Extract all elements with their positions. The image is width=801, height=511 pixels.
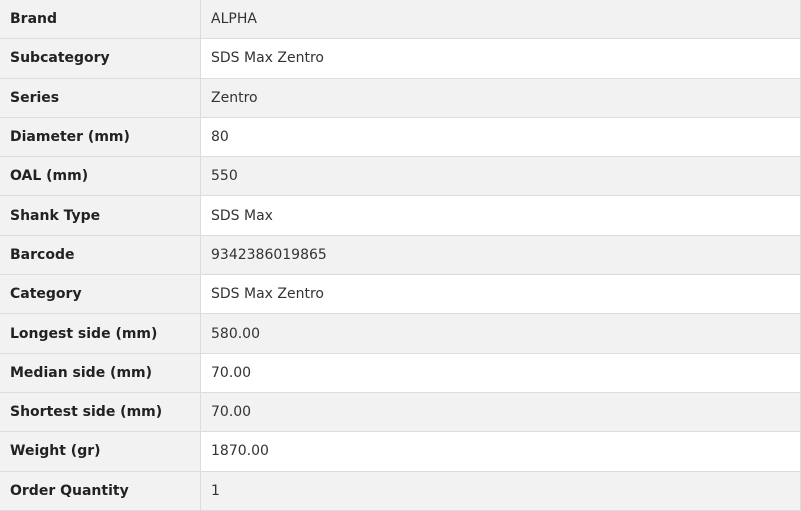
spec-value: SDS Max xyxy=(200,195,801,236)
spec-label: OAL (mm) xyxy=(0,156,201,197)
spec-value: 70.00 xyxy=(200,352,801,393)
spec-label: Barcode xyxy=(0,234,201,276)
spec-value: 1 xyxy=(200,470,801,511)
spec-row: Weight (gr) 1870.00 xyxy=(0,431,801,472)
spec-value: SDS Max Zentro xyxy=(200,38,801,79)
spec-row: Shortest side (mm) 70.00 xyxy=(0,391,801,433)
spec-value: 550 xyxy=(200,156,801,197)
spec-value: 70.00 xyxy=(200,391,801,433)
spec-row: Shank Type SDS Max xyxy=(0,195,801,236)
spec-value: 9342386019865 xyxy=(200,234,801,276)
spec-value: ALPHA xyxy=(200,0,801,40)
spec-row: OAL (mm) 550 xyxy=(0,156,801,197)
spec-row: Category SDS Max Zentro xyxy=(0,274,801,315)
spec-label: Weight (gr) xyxy=(0,431,201,472)
spec-row: Series Zentro xyxy=(0,77,801,118)
spec-label: Brand xyxy=(0,0,201,40)
spec-row: Median side (mm) 70.00 xyxy=(0,352,801,393)
spec-label: Series xyxy=(0,77,201,118)
spec-value: Zentro xyxy=(200,77,801,118)
spec-label: Shortest side (mm) xyxy=(0,391,201,433)
spec-row: Diameter (mm) 80 xyxy=(0,116,801,158)
spec-label: Order Quantity xyxy=(0,470,201,511)
spec-row: Barcode 9342386019865 xyxy=(0,234,801,276)
spec-row: Brand ALPHA xyxy=(0,0,801,40)
spec-value: 80 xyxy=(200,116,801,158)
spec-label: Category xyxy=(0,274,201,315)
spec-label: Longest side (mm) xyxy=(0,313,201,354)
spec-label: Median side (mm) xyxy=(0,352,201,393)
spec-label: Diameter (mm) xyxy=(0,116,201,158)
spec-value: 580.00 xyxy=(200,313,801,354)
spec-value: SDS Max Zentro xyxy=(200,274,801,315)
spec-label: Shank Type xyxy=(0,195,201,236)
spec-row: Longest side (mm) 580.00 xyxy=(0,313,801,354)
spec-row: Order Quantity 1 xyxy=(0,470,801,511)
spec-label: Subcategory xyxy=(0,38,201,79)
spec-row: Subcategory SDS Max Zentro xyxy=(0,38,801,79)
spec-value: 1870.00 xyxy=(200,431,801,472)
